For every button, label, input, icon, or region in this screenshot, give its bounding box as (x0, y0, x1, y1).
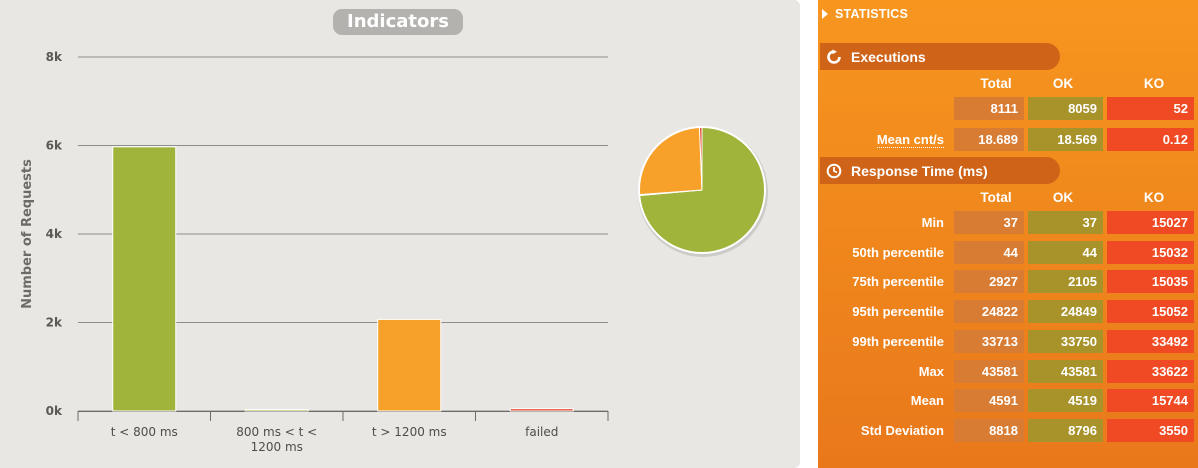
bar-1 (244, 409, 309, 412)
total-cell: 24822 (954, 300, 1024, 324)
row-label: 99th percentile (852, 333, 944, 349)
ok-cell: 8059 (1028, 97, 1103, 120)
ko-cell: 15035 (1107, 270, 1194, 294)
ko-cell: 0.12 (1107, 128, 1194, 151)
expand-triangle-icon[interactable] (822, 9, 828, 19)
ok-cell: 44 (1028, 240, 1103, 264)
bar-3 (509, 408, 574, 412)
ok-cell: 4519 (1028, 389, 1103, 413)
x-tick-label: failed (525, 425, 558, 439)
response-time-title: Response Time (ms) (851, 162, 988, 179)
y-tick-label: 2k (46, 316, 63, 330)
clock-icon (826, 163, 842, 178)
row-label: Min (921, 215, 944, 230)
response-col-ok: OK (1052, 190, 1074, 205)
row-label: Max (918, 363, 944, 379)
statistics-header-label: STATISTICS (835, 7, 909, 21)
response-col-total: Total (980, 190, 1012, 205)
executions-title: Executions (851, 48, 926, 65)
total-cell: 8818 (954, 418, 1024, 442)
bar-0 (112, 146, 177, 412)
total-cell: 18.689 (954, 128, 1024, 151)
pie-outline (638, 126, 766, 254)
y-tick-label: 6k (46, 139, 63, 153)
ok-cell: 24849 (1028, 300, 1103, 324)
statistics-header[interactable]: STATISTICS (822, 5, 908, 23)
ko-cell: 52 (1107, 97, 1194, 120)
ko-cell: 15052 (1107, 300, 1194, 324)
ok-cell: 43581 (1028, 359, 1103, 383)
bar-2 (377, 318, 442, 412)
executions-col-ok: OK (1052, 76, 1074, 91)
executions-section-header[interactable]: Executions (820, 43, 1060, 70)
executions-col-total: Total (980, 76, 1012, 91)
row-label: 75th percentile (852, 274, 944, 290)
pie-slice-2 (638, 126, 703, 196)
indicators-panel: 0k 2k 4k 6k 8k Number of Requests t < 800 ms 80… (0, 0, 800, 468)
row-label: Mean cnt/s (818, 128, 948, 151)
x-tick-label: 800 ms < t < (236, 425, 317, 439)
y-axis-label: Number of Requests (20, 159, 35, 309)
x-tick-label: t > 1200 ms (372, 425, 447, 439)
response-time-section-header[interactable]: Response Time (ms) (820, 157, 1060, 184)
y-tick-label: 4k (46, 227, 63, 241)
total-cell: 33713 (954, 329, 1024, 353)
total-cell: 8111 (954, 97, 1024, 120)
ko-cell: 15027 (1107, 211, 1194, 234)
x-tick-label: t < 800 ms (111, 425, 178, 439)
ok-cell: 2105 (1028, 270, 1103, 294)
response-col-ko: KO (1143, 190, 1165, 205)
mean-cnt-label[interactable]: Mean cnt/s (876, 132, 944, 148)
row-label: 50th percentile (852, 244, 944, 260)
row-label (818, 97, 948, 120)
ko-cell: 33622 (1107, 359, 1194, 383)
total-cell: 37 (954, 211, 1024, 234)
executions-col-ko: KO (1143, 76, 1165, 91)
row-label: Mean (910, 393, 944, 409)
total-cell: 2927 (954, 270, 1024, 294)
y-tick-label: 0k (46, 404, 63, 418)
ok-cell: 37 (1028, 211, 1103, 234)
ok-cell: 18.569 (1028, 128, 1103, 151)
chart-title: Indicators (333, 9, 463, 35)
row-label: Std Deviation (860, 422, 944, 438)
total-cell: 4591 (954, 389, 1024, 413)
ko-cell: 15744 (1107, 389, 1194, 413)
refresh-icon (827, 49, 841, 64)
x-tick-label: 1200 ms (251, 440, 303, 454)
row-label: 95th percentile (852, 304, 944, 320)
ok-cell: 33750 (1028, 329, 1103, 353)
indicators-chart: 0k 2k 4k 6k 8k Number of Requests t < 800 ms 80… (20, 50, 768, 454)
y-tick-label: 8k (46, 50, 63, 64)
total-cell: 43581 (954, 359, 1024, 383)
ko-cell: 3550 (1107, 418, 1194, 442)
ko-cell: 15032 (1107, 240, 1194, 264)
statistics-panel: STATISTICS Executions Total OK KO 8111 8… (818, 0, 1198, 468)
total-cell: 44 (954, 240, 1024, 264)
ko-cell: 33492 (1107, 329, 1194, 353)
ok-cell: 8796 (1028, 418, 1103, 442)
